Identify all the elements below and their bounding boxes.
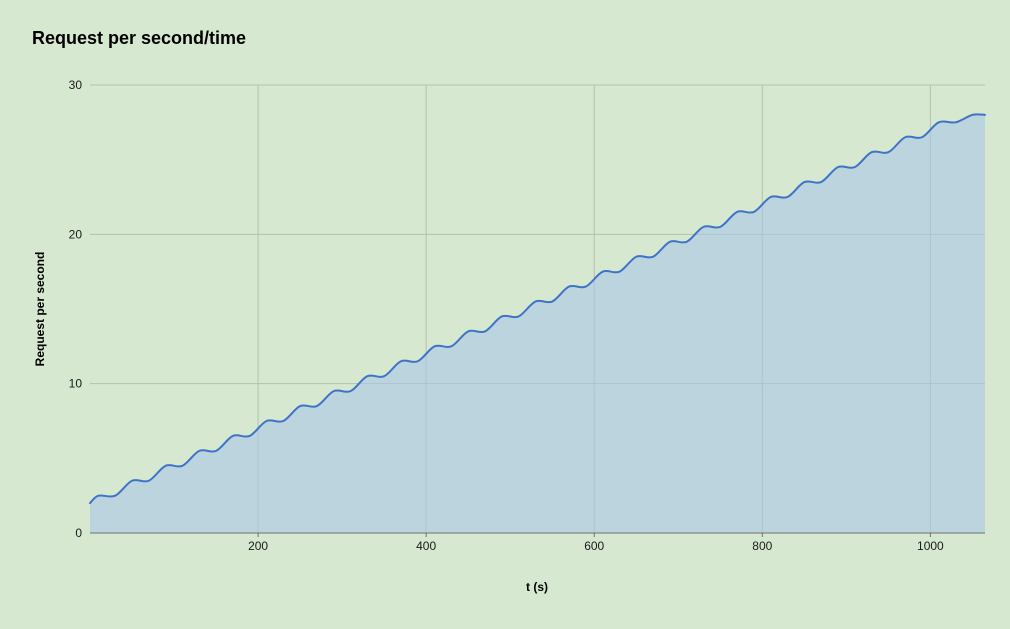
chart-title: Request per second/time (32, 28, 247, 48)
y-tick-label: 0 (75, 526, 82, 540)
y-tick-label: 20 (69, 227, 83, 241)
y-tick-label: 10 (69, 377, 83, 391)
series-area-fill (90, 114, 985, 534)
y-tick-label: 30 (69, 78, 83, 92)
x-axis-title: t (s) (526, 580, 548, 594)
x-tick-label: 800 (752, 539, 772, 553)
x-tick-label: 600 (584, 539, 604, 553)
x-tick-label: 1000 (917, 539, 944, 553)
x-tick-label: 400 (416, 539, 436, 553)
x-tick-label: 200 (248, 539, 268, 553)
series-line (89, 113, 986, 505)
